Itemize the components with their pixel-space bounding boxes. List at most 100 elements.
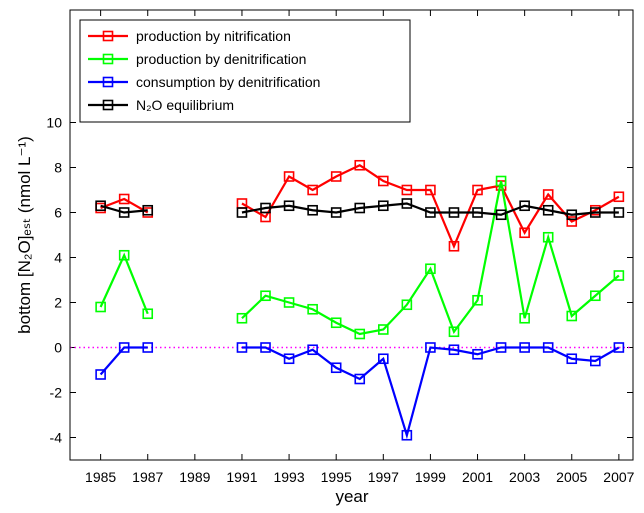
marker bbox=[425, 184, 436, 196]
legend-marker bbox=[102, 30, 114, 42]
x-tick-label: 1993 bbox=[273, 469, 304, 485]
plot-frame bbox=[69, 9, 634, 461]
marker bbox=[495, 209, 507, 221]
marker bbox=[307, 344, 318, 356]
marker bbox=[448, 344, 460, 356]
marker bbox=[307, 184, 318, 196]
x-tick-label: 1987 bbox=[132, 469, 163, 485]
marker bbox=[236, 312, 248, 324]
series-line bbox=[100, 163, 620, 250]
marker bbox=[401, 429, 413, 441]
x-tick-label: 1985 bbox=[85, 469, 116, 485]
marker bbox=[95, 301, 106, 313]
marker bbox=[283, 200, 295, 212]
x-tick-label: 2001 bbox=[462, 469, 493, 485]
marker bbox=[260, 202, 271, 214]
x-tick-label: 2005 bbox=[556, 469, 587, 485]
marker bbox=[330, 362, 342, 374]
marker bbox=[472, 207, 483, 218]
marker bbox=[142, 204, 154, 216]
y-tick-label: 2 bbox=[54, 295, 62, 311]
marker bbox=[566, 209, 578, 221]
marker bbox=[519, 227, 530, 239]
marker bbox=[542, 189, 554, 200]
marker bbox=[542, 231, 554, 243]
marker bbox=[542, 342, 554, 353]
legend-label: production by denitrification bbox=[136, 51, 306, 67]
marker bbox=[519, 200, 530, 212]
marker bbox=[472, 348, 483, 360]
marker bbox=[448, 240, 460, 252]
marker bbox=[283, 353, 295, 365]
marker bbox=[613, 191, 625, 203]
marker bbox=[495, 342, 507, 353]
marker bbox=[542, 204, 554, 216]
series-line bbox=[100, 202, 619, 216]
marker bbox=[613, 270, 625, 281]
marker bbox=[448, 326, 460, 338]
x-tick-label: 1997 bbox=[368, 469, 399, 485]
x-tick-label: 1989 bbox=[179, 469, 210, 485]
y-tick-label: 8 bbox=[54, 160, 62, 176]
marker bbox=[118, 193, 130, 205]
x-tick-label: 1995 bbox=[321, 469, 352, 485]
marker bbox=[118, 249, 130, 261]
legend-label: N₂O equilibrium bbox=[136, 97, 234, 113]
marker bbox=[95, 200, 106, 212]
marker bbox=[236, 207, 248, 218]
marker bbox=[425, 342, 436, 353]
marker bbox=[95, 369, 106, 380]
marker bbox=[519, 342, 530, 353]
marker bbox=[472, 184, 483, 196]
marker bbox=[354, 159, 366, 171]
marker bbox=[378, 353, 389, 365]
marker bbox=[401, 198, 413, 209]
marker bbox=[613, 207, 625, 218]
y-tick-label: 4 bbox=[54, 250, 62, 266]
marker bbox=[142, 342, 154, 353]
marker bbox=[590, 207, 601, 218]
marker bbox=[118, 342, 130, 353]
x-tick-label: 2003 bbox=[509, 469, 540, 485]
marker bbox=[566, 216, 578, 227]
y-tick-label: 6 bbox=[54, 205, 62, 221]
marker bbox=[354, 373, 366, 385]
marker bbox=[330, 207, 342, 218]
marker bbox=[613, 342, 625, 353]
marker bbox=[354, 202, 366, 214]
legend-marker bbox=[102, 99, 114, 111]
marker bbox=[590, 290, 601, 302]
legend-marker bbox=[102, 76, 114, 88]
marker bbox=[118, 207, 130, 218]
marker bbox=[354, 328, 366, 340]
legend-label: production by nitrification bbox=[136, 28, 291, 44]
marker bbox=[260, 342, 271, 353]
marker bbox=[330, 171, 342, 182]
x-tick-label: 1999 bbox=[415, 469, 446, 485]
series-line bbox=[99, 346, 620, 440]
marker bbox=[307, 303, 318, 315]
marker bbox=[401, 299, 413, 311]
series-line bbox=[99, 180, 620, 336]
x-tick-label: 1991 bbox=[226, 469, 257, 485]
marker bbox=[378, 175, 389, 187]
legend-label: consumption by denitrification bbox=[136, 74, 320, 90]
marker bbox=[236, 342, 248, 353]
marker bbox=[566, 310, 578, 322]
marker bbox=[378, 200, 389, 212]
marker bbox=[260, 290, 271, 302]
marker bbox=[283, 171, 295, 182]
marker bbox=[425, 207, 436, 218]
y-axis-label: bottom [N₂O]ₑₛₜ (nmol L⁻¹) bbox=[15, 136, 34, 334]
marker bbox=[330, 317, 342, 329]
marker bbox=[448, 207, 460, 218]
y-tick-label: 0 bbox=[54, 340, 62, 356]
marker bbox=[590, 355, 601, 367]
y-tick-label: -2 bbox=[50, 385, 63, 401]
y-tick-label: -4 bbox=[50, 430, 63, 446]
marker bbox=[283, 297, 295, 308]
marker bbox=[142, 308, 154, 320]
marker bbox=[472, 294, 483, 306]
marker bbox=[425, 263, 436, 275]
